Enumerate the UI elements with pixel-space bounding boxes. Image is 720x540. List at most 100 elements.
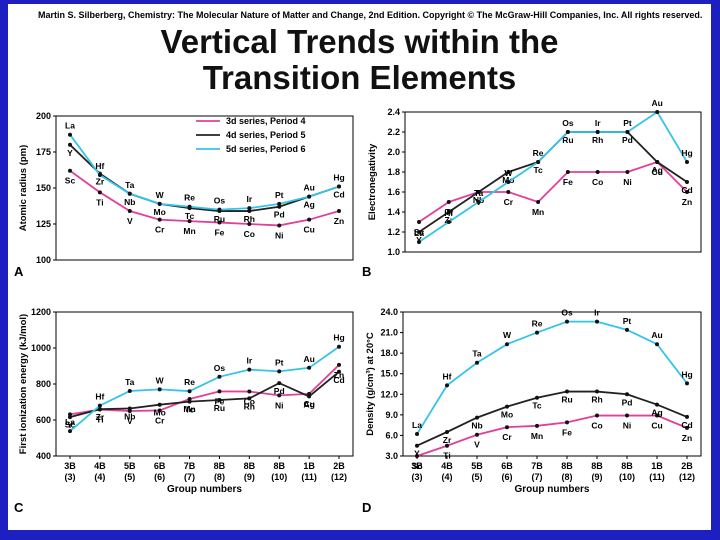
series-line-period4 — [69, 364, 340, 416]
element-label: Y — [414, 449, 420, 459]
element-label: Rh — [591, 395, 602, 405]
y-tick-label: 1.2 — [387, 227, 400, 237]
data-point-period4 — [217, 389, 222, 394]
data-point-period6 — [337, 344, 341, 349]
element-label: Os — [562, 118, 574, 128]
element-label: Ru — [561, 395, 572, 405]
element-label: Ta — [125, 377, 135, 387]
element-label: La — [414, 228, 424, 238]
x-category-label: 1B — [651, 461, 663, 471]
element-label: Au — [303, 183, 314, 193]
data-point-period6 — [445, 383, 449, 388]
data-point-period5 — [417, 230, 421, 234]
y-tick-label: 15.0 — [380, 369, 398, 379]
data-point-period4 — [337, 362, 341, 367]
y-tick-label: 150 — [36, 183, 51, 193]
element-label: Zn — [682, 197, 692, 207]
element-label: Cu — [303, 225, 314, 235]
x-category-label: 2B — [333, 461, 345, 471]
element-label: W — [156, 190, 165, 200]
x-category-sublabel: (9) — [592, 472, 603, 482]
data-point-period5 — [277, 381, 282, 386]
element-label: Zr — [445, 215, 454, 225]
data-point-period6 — [415, 432, 419, 437]
data-point-period5 — [307, 394, 312, 399]
element-label: Mo — [501, 410, 513, 420]
x-category-sublabel: (7) — [184, 472, 195, 482]
y-tick-label: 400 — [36, 451, 51, 461]
data-point-period4 — [685, 425, 689, 430]
element-label: Os — [214, 196, 226, 206]
x-category-sublabel: (11) — [649, 472, 665, 482]
element-label: Ag — [651, 408, 662, 418]
element-label: Mo — [154, 408, 166, 418]
x-category-label: 6B — [154, 461, 166, 471]
element-label: Ru — [562, 135, 573, 145]
data-point-period6 — [277, 201, 282, 206]
element-label: Ir — [595, 118, 601, 128]
data-point-period4 — [277, 223, 282, 228]
x-category-label: 8B — [244, 461, 256, 471]
x-category-sublabel: (6) — [154, 472, 165, 482]
data-point-period6 — [685, 381, 689, 386]
data-point-period4 — [446, 200, 451, 204]
element-label: Re — [533, 148, 544, 158]
data-point-period4 — [277, 393, 282, 398]
element-label: Hf — [95, 392, 104, 402]
element-label: Y — [67, 148, 73, 158]
element-label: Pd — [622, 397, 633, 407]
element-label: Nb — [471, 421, 482, 431]
element-label: Ir — [594, 308, 600, 318]
element-label: Cu — [303, 399, 314, 409]
data-point-period4 — [417, 220, 421, 224]
series-line-period4 — [416, 414, 688, 457]
element-label: Pt — [623, 316, 632, 326]
x-category-label: 3B — [64, 461, 76, 471]
element-label: Zn — [334, 370, 344, 380]
data-point-period5 — [415, 443, 419, 448]
plot-frame-B — [404, 111, 702, 253]
data-point-period5 — [247, 209, 252, 214]
element-label: Co — [592, 177, 603, 187]
element-label: Ag — [303, 200, 314, 210]
panel-label-A: A — [14, 264, 24, 279]
element-label: V — [127, 216, 133, 226]
data-point-period5 — [97, 407, 102, 412]
data-point-period5 — [247, 396, 252, 401]
data-point-period5 — [337, 369, 341, 374]
element-label: W — [503, 330, 512, 340]
data-point-period6 — [655, 110, 660, 114]
element-label: Pt — [275, 190, 284, 200]
data-point-period5 — [655, 160, 660, 164]
element-label: Ni — [275, 230, 284, 240]
element-label: Zr — [443, 435, 452, 445]
element-label: Mn — [183, 404, 195, 414]
data-point-period5 — [187, 399, 192, 404]
data-point-period4 — [595, 170, 600, 174]
y-tick-label: 12.0 — [380, 389, 398, 399]
copyright-credit: Martin S. Silberberg, Chemistry: The Mol… — [38, 10, 703, 20]
legend-entry: 3d series, Period 4 — [226, 116, 306, 126]
element-label: Hf — [444, 208, 453, 218]
element-label: Ta — [125, 180, 135, 190]
data-point-period4 — [445, 443, 449, 448]
y-tick-label: 18.0 — [380, 348, 398, 358]
data-point-period4 — [337, 209, 341, 214]
element-label: Os — [214, 363, 226, 373]
series-line-period6 — [416, 320, 688, 435]
data-point-period5 — [445, 430, 449, 434]
series-line-period5 — [69, 144, 340, 212]
data-point-period6 — [505, 342, 509, 347]
slide-title: Vertical Trends within the Transition El… — [8, 24, 711, 96]
y-tick-label: 21.0 — [380, 328, 398, 338]
data-point-period5 — [446, 210, 451, 214]
data-point-period6 — [536, 160, 541, 164]
element-label: Zn — [682, 433, 692, 443]
x-category-label: 7B — [184, 461, 196, 471]
data-point-period6 — [277, 369, 282, 374]
data-point-period6 — [565, 130, 570, 134]
y-axis-label: First ionization energy (kJ/mol) — [18, 314, 29, 454]
data-point-period5 — [685, 180, 689, 184]
element-label: Sc — [65, 419, 76, 429]
element-label: La — [412, 420, 422, 430]
